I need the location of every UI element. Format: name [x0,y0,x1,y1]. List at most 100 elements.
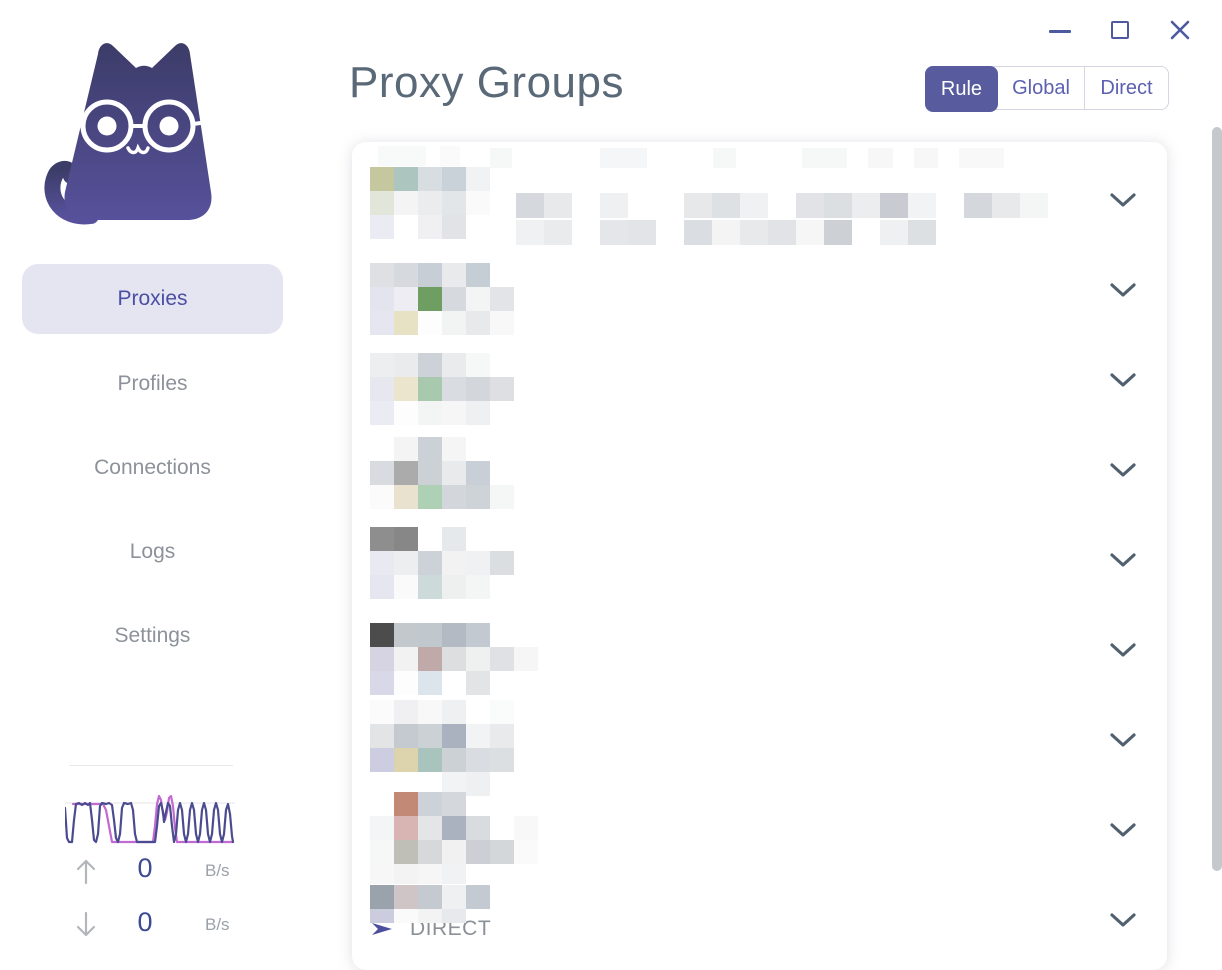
redacted-group-name-cell [394,527,418,551]
sidebar-item-profiles[interactable]: Profiles [117,372,188,395]
scrollbar-thumb[interactable] [1212,127,1222,871]
redacted-group-name-cell [964,193,992,218]
redacted-group-name-cell [370,885,394,909]
redacted-group-name-cell [490,485,514,509]
redacted-group-name-cell [466,287,490,311]
mode-button-direct[interactable]: Direct [1084,67,1168,109]
redacted-group-name-cell [466,311,490,335]
maximize-button[interactable] [1111,21,1129,39]
redacted-pixel-cell-ghost [490,148,512,168]
chevron-down-icon[interactable] [1110,463,1136,479]
chevron-down-icon[interactable] [1110,553,1136,569]
redacted-group-name-cell [370,287,394,311]
sidebar-item-settings[interactable]: Settings [114,624,191,647]
redacted-group-name-cell [442,623,466,647]
redacted-group-name-cell [418,191,442,215]
redacted-group-name-cell [516,220,544,245]
mode-switch: Rule Global Direct [925,66,1169,112]
redacted-group-name-cell [466,748,490,772]
redacted-group-name-cell [490,840,514,864]
redacted-pixel-cell-ghost [440,146,460,166]
redacted-group-name-cell [394,748,418,772]
upload-speed-value: 0 [137,853,153,883]
chevron-down-icon[interactable] [1110,913,1136,929]
chevron-down-icon[interactable] [1110,733,1136,749]
redacted-group-name-cell [418,840,442,864]
redacted-group-name-cell [466,485,490,509]
redacted-group-name-cell [394,909,418,923]
redacted-group-name-cell [418,215,442,239]
close-button[interactable] [1169,19,1191,41]
redacted-group-name-cell [908,220,936,245]
redacted-group-name-cell [370,167,394,191]
redacted-group-name-cell [394,671,418,695]
redacted-group-name-cell [514,816,538,840]
redacted-group-name-cell [684,220,712,245]
redacted-group-name-cell [442,840,466,864]
redacted-group-name-cell [370,551,394,575]
redacted-group-name-cell [490,724,514,748]
redacted-group-name-cell [418,816,442,840]
traffic-sparkline [63,790,235,848]
redacted-pixel-cell-ghost [600,148,647,168]
redacted-group-name-cell [824,193,852,218]
redacted-group-name-cell [466,816,490,840]
redacted-group-name-cell [394,551,418,575]
minimize-button[interactable] [1049,30,1071,33]
redacted-group-name-cell [466,885,490,909]
mode-button-global[interactable]: Global [998,67,1084,109]
redacted-group-name-cell [442,485,466,509]
redacted-pixel-cell-ghost [914,148,938,168]
redacted-pixel-cell-ghost [378,146,426,166]
redacted-group-name-cell [394,792,418,816]
redacted-group-name-cell [852,193,880,218]
chevron-down-icon[interactable] [1110,643,1136,659]
redacted-group-name-cell [712,193,740,218]
cat-mouth [126,143,150,155]
redacted-group-name-cell [370,401,394,425]
redacted-pixel-cell-ghost [868,148,893,168]
redacted-group-name-cell [514,840,538,864]
redacted-group-name-cell [394,437,418,461]
redacted-group-name-cell [442,401,466,425]
traffic-line-secondary [71,794,235,844]
redacted-group-name-cell [600,193,628,218]
redacted-group-name-cell [418,167,442,191]
redacted-group-name-cell [418,551,442,575]
chevron-down-icon[interactable] [1110,193,1136,209]
redacted-group-name-cell [418,437,442,461]
redacted-group-name-cell [394,864,418,884]
redacted-group-name-cell [466,263,490,287]
redacted-group-name-cell [418,748,442,772]
redacted-group-name-cell [490,700,514,724]
download-arrow-icon [74,910,98,940]
redacted-group-name-cell [442,287,466,311]
clash-cat-logo [43,26,233,226]
page-title: Proxy Groups [349,58,624,107]
mode-button-rule[interactable]: Rule [925,66,998,112]
redacted-group-name-cell [544,220,572,245]
sidebar-item-connections[interactable]: Connections [94,456,211,479]
redacted-group-name-cell [370,647,394,671]
redacted-group-name-cell [516,193,544,218]
redacted-group-name-cell [418,647,442,671]
redacted-group-name-cell [466,401,490,425]
redacted-group-name-cell [394,461,418,485]
redacted-group-name-cell [418,575,442,599]
redacted-group-name-cell [442,885,466,909]
redacted-group-name-cell [370,575,394,599]
sidebar-item-proxies[interactable]: Proxies [22,264,283,334]
redacted-group-name-cell [394,401,418,425]
redacted-pixel-cell-ghost [802,148,847,168]
chevron-down-icon[interactable] [1110,823,1136,839]
sidebar-item-logs[interactable]: Logs [129,540,176,563]
redacted-group-name-cell [418,461,442,485]
redacted-group-name-cell [442,724,466,748]
chevron-down-icon[interactable] [1110,283,1136,299]
redacted-group-name-cell [442,191,466,215]
redacted-group-name-cell [394,840,418,864]
redacted-group-name-cell [490,748,514,772]
traffic-line-primary [63,801,235,844]
redacted-group-name-cell [684,193,712,218]
chevron-down-icon[interactable] [1110,373,1136,389]
